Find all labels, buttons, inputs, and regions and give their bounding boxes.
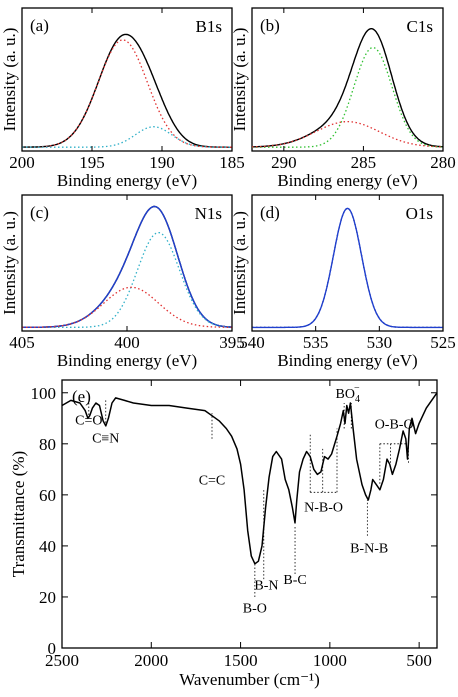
- element-label: O1s: [406, 204, 433, 223]
- series-line-fit-envelope: [22, 205, 232, 328]
- x-tick-label: 2000: [134, 651, 168, 670]
- y-tick-label: 60: [39, 486, 56, 505]
- element-label: N1s: [195, 204, 222, 223]
- y-tick-label: 80: [39, 435, 56, 454]
- x-tick-label: 2500: [45, 651, 79, 670]
- series-line-ftir: [61, 392, 438, 565]
- x-axis-label: Wavenumber (cm⁻¹): [179, 670, 320, 689]
- x-tick-label: 200: [9, 153, 35, 172]
- y-tick-label: 20: [39, 588, 56, 607]
- x-axis-label: Binding energy (eV): [277, 351, 417, 370]
- plot-frame: [61, 379, 438, 649]
- element-label: B1s: [196, 17, 222, 36]
- plot-frame: [21, 7, 233, 152]
- x-tick-label: 540: [239, 333, 265, 352]
- annotation-label: B-N-B: [350, 541, 388, 556]
- x-tick-label: 500: [406, 651, 432, 670]
- annotation-label: B-N: [254, 578, 278, 593]
- series-line-fit: [252, 46, 443, 148]
- x-tick-label: 280: [430, 153, 456, 172]
- plot-frame: [251, 7, 444, 152]
- series-line-fit: [252, 120, 443, 148]
- xps-panel-N1s: 405 400 395 (c) N1s Binding energy (eV) Intens…: [0, 194, 245, 370]
- x-tick-label: 190: [149, 153, 175, 172]
- xps-panel-C1s: 290 285 280 (b) C1s Binding energy (eV) Intens…: [230, 7, 456, 190]
- plot-frame: [251, 194, 444, 332]
- panel-tag: (b): [260, 16, 280, 35]
- panel-tag: (e): [72, 387, 91, 406]
- panel-tag: (d): [260, 203, 280, 222]
- x-tick-label: 535: [303, 333, 329, 352]
- y-axis-label: Intensity (a. u.): [0, 211, 19, 315]
- y-tick-label: 40: [39, 537, 56, 556]
- x-tick-label: 1000: [313, 651, 347, 670]
- x-tick-label: 405: [9, 333, 35, 352]
- panel-tag: (c): [30, 203, 49, 222]
- x-tick-label: 195: [79, 153, 105, 172]
- series-line-measured: [252, 28, 444, 148]
- annotation-label: B-O: [243, 601, 267, 616]
- y-axis-label: Intensity (a. u.): [230, 211, 249, 315]
- annotation-label: C=C: [199, 474, 226, 489]
- x-tick-label: 185: [219, 153, 245, 172]
- x-axis-label: Binding energy (eV): [57, 171, 197, 190]
- x-tick-label: 395: [219, 333, 245, 352]
- series-line-measured: [22, 33, 232, 148]
- series-line-fit: [22, 286, 232, 328]
- y-axis-label: Transmittance (%): [9, 451, 28, 577]
- x-tick-label: 285: [351, 153, 377, 172]
- series-line-measured: [252, 207, 443, 329]
- series-line-measured: [22, 205, 232, 328]
- annotation-superscript: −: [354, 383, 360, 394]
- x-axis-label: Binding energy (eV): [277, 171, 417, 190]
- x-axis-label: Binding energy (eV): [57, 351, 197, 370]
- annotation-label: B-C: [283, 573, 306, 588]
- y-axis-label: Intensity (a. u.): [0, 28, 19, 132]
- series-line-fit: [22, 126, 232, 148]
- element-label: C1s: [407, 17, 433, 36]
- x-tick-label: 530: [367, 333, 393, 352]
- annotation-label: O-B-O: [375, 417, 414, 432]
- x-tick-label: 525: [430, 333, 456, 352]
- annotation-label: BO4−: [335, 383, 359, 405]
- y-tick-label: 0: [48, 639, 57, 658]
- annotation-label: N-B-O: [304, 500, 343, 515]
- panel-tag: (a): [30, 16, 49, 35]
- ftir-panel: C=O C≡N C=C B-O B-N B-C N-B-O BO4− B-N-B O-B-O 250…: [9, 379, 438, 689]
- annotation-label: C≡N: [92, 432, 119, 447]
- x-tick-label: 1500: [224, 651, 258, 670]
- annotation-label: C=O: [75, 414, 102, 429]
- y-tick-label: 100: [31, 384, 57, 403]
- series-line-fit: [252, 207, 443, 329]
- x-tick-label: 400: [114, 333, 140, 352]
- annotation-subscript: 4: [355, 394, 360, 405]
- y-axis-label: Intensity (a. u.): [230, 28, 249, 132]
- x-tick-label: 290: [271, 153, 297, 172]
- xps-panel-O1s: 540 535 530 525 (d) O1s Binding energy (eV) Int…: [230, 194, 456, 370]
- series-line-fit: [22, 39, 232, 148]
- xps-panel-B1s: 200 195 190 185 (a) B1s Binding energy (eV) Int…: [0, 7, 245, 190]
